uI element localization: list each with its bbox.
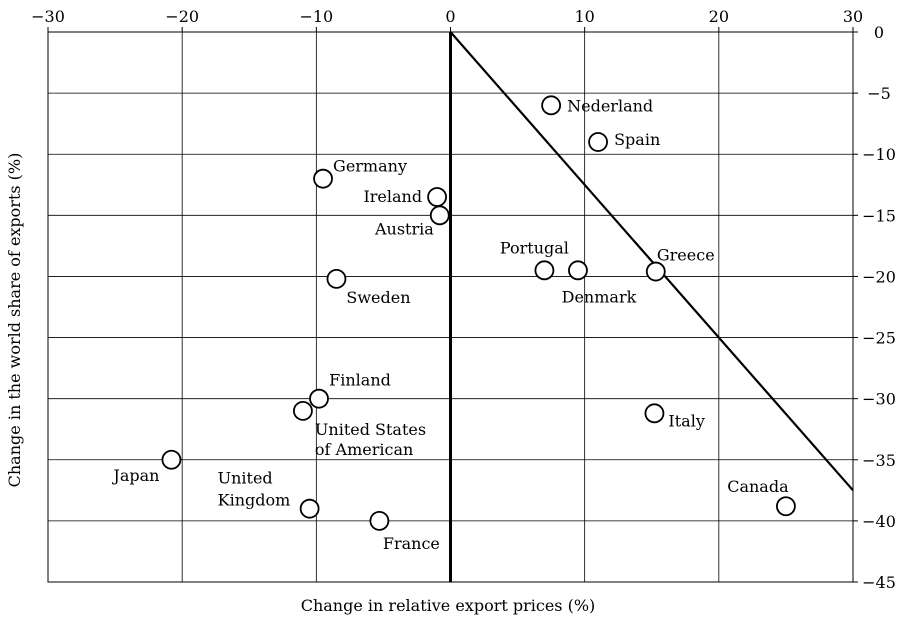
label-portugal: Portugal	[500, 238, 569, 257]
point-japan	[161, 449, 182, 470]
y-tick-label: −20	[862, 267, 896, 286]
point-united-kingdom	[299, 498, 320, 519]
label-canada: Canada	[727, 477, 789, 496]
point-united-states-of-american	[293, 400, 313, 421]
y-axis-ticks: 0 −5 −10 −15 −20 −25 −30 −35 −40 −45	[853, 23, 896, 592]
label-nederland: Nederland	[567, 96, 653, 115]
label-italy: Italy	[668, 411, 704, 430]
x-tick-label: 10	[574, 7, 594, 26]
point-austria	[429, 205, 450, 226]
y-tick-label: −25	[862, 329, 896, 348]
point-spain	[588, 132, 608, 152]
y-tick-label: 0	[874, 23, 884, 42]
data-points	[161, 95, 796, 531]
label-germany: Germany	[333, 157, 407, 176]
point-finland	[309, 388, 329, 409]
x-axis-ticks: −30 −20 −10 0 10 20 30	[31, 7, 863, 32]
label-united-states-of-american: United States of American	[315, 420, 426, 459]
y-tick-label: −35	[862, 451, 896, 470]
y-tick-label: −45	[862, 573, 896, 592]
label-japan: Japan	[111, 466, 159, 485]
x-tick-label: 20	[709, 7, 729, 26]
x-tick-label: −20	[165, 7, 199, 26]
y-tick-label: −10	[862, 145, 896, 164]
x-axis-title: Change in relative export prices (%)	[301, 596, 596, 615]
point-greece	[645, 261, 666, 282]
label-ireland: Ireland	[363, 187, 422, 206]
y-tick-label: −40	[862, 512, 896, 531]
point-italy	[644, 403, 665, 424]
x-tick-label: 0	[445, 7, 455, 26]
y-axis-title: Change in the world share of exports (%)	[5, 153, 24, 488]
label-denmark: Denmark	[562, 287, 637, 306]
y-tick-label: −30	[862, 390, 896, 409]
point-nederland	[541, 95, 562, 116]
point-ireland	[427, 187, 447, 207]
point-germany	[313, 168, 333, 189]
label-austria: Austria	[374, 219, 434, 238]
x-tick-label: −30	[31, 7, 65, 26]
reference-lines	[449, 31, 854, 582]
point-denmark	[568, 260, 588, 281]
diagonal-reference-line	[449, 31, 854, 492]
y-tick-label: −15	[862, 206, 896, 225]
point-france	[369, 510, 390, 531]
label-finland: Finland	[329, 371, 391, 390]
point-canada	[776, 496, 796, 517]
label-greece: Greece	[657, 246, 715, 265]
y-tick-label: −5	[867, 84, 891, 103]
point-portugal	[534, 260, 555, 281]
label-united-kingdom: United Kingdom	[218, 469, 291, 510]
label-france: France	[383, 534, 440, 553]
point-sweden	[326, 268, 347, 289]
label-spain: Spain	[614, 130, 660, 149]
point-labels: Nederland Spain Germany Ireland Austria Portu…	[111, 96, 789, 553]
x-tick-label: −10	[299, 7, 333, 26]
label-sweden: Sweden	[346, 288, 410, 307]
x-tick-label: 30	[843, 7, 863, 26]
